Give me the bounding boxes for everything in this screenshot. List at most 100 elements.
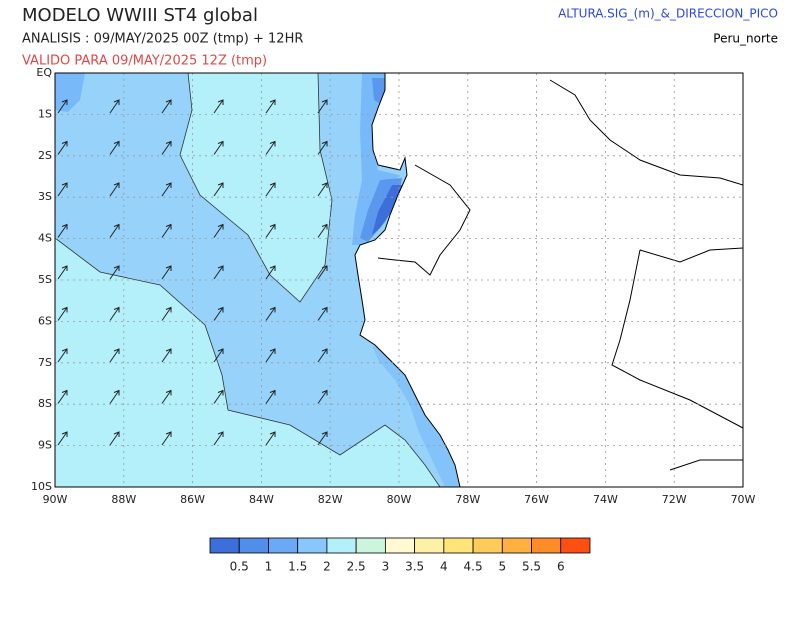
- arrow: [213, 390, 224, 404]
- arrow-head: [61, 265, 68, 271]
- arrow-head: [217, 140, 224, 147]
- arrow: [213, 224, 224, 238]
- arrow: [213, 307, 224, 321]
- colorbar-label: 0.5: [230, 560, 249, 574]
- arrow: [57, 431, 68, 446]
- lat-label: 3S: [38, 190, 52, 203]
- arrow: [317, 182, 328, 197]
- arrow-head: [321, 182, 328, 188]
- lat-label: 10S: [31, 480, 52, 493]
- arrow: [265, 431, 276, 446]
- arrow-head: [321, 348, 328, 354]
- arrow: [161, 307, 172, 321]
- colorbar-box: [209, 537, 240, 554]
- arrow: [109, 224, 120, 238]
- arrow-head: [113, 348, 120, 354]
- arrow-head: [217, 223, 224, 230]
- arrow-head: [217, 306, 224, 313]
- lon-label: 82W: [318, 493, 343, 506]
- map-frame: [54, 72, 744, 488]
- arrow: [161, 348, 172, 363]
- arrow: [57, 265, 68, 280]
- arrow-head: [61, 306, 68, 313]
- grid: [55, 73, 743, 487]
- lon-label: 70W: [731, 493, 756, 506]
- arrow: [265, 182, 276, 197]
- arrow: [213, 99, 224, 114]
- arrow-head: [217, 389, 224, 396]
- arrow: [317, 390, 328, 404]
- lon-label: 80W: [387, 493, 412, 506]
- arrow: [213, 431, 224, 446]
- arrow-head: [321, 140, 328, 147]
- arrows: [57, 99, 328, 446]
- colorbar-box: [268, 537, 299, 554]
- arrow-head: [321, 265, 328, 271]
- lat-label: 1S: [38, 107, 52, 120]
- arrow-head: [165, 431, 172, 437]
- arrow-head: [61, 223, 68, 230]
- arrow: [109, 99, 120, 114]
- colorbar-label: 5: [498, 560, 506, 574]
- arrow-head: [269, 265, 276, 271]
- arrow: [213, 265, 224, 280]
- map: [55, 73, 743, 487]
- region: Peru_norte: [713, 32, 778, 46]
- arrow: [213, 182, 224, 197]
- arrow: [161, 265, 172, 280]
- lon-label: 84W: [249, 493, 274, 506]
- arrow: [57, 141, 68, 155]
- colorbar-label: 3.5: [405, 560, 424, 574]
- arrow: [109, 141, 120, 155]
- arrow: [317, 224, 328, 238]
- arrow: [265, 141, 276, 155]
- lon-label: 78W: [455, 493, 480, 506]
- arrow: [109, 431, 120, 446]
- lat-label: EQ: [36, 66, 52, 79]
- variable: ALTURA.SIG_(m)_&_DIRECCION_PICO: [558, 7, 778, 21]
- arrow: [161, 431, 172, 446]
- arrow-head: [217, 431, 224, 437]
- arrow-head: [321, 99, 328, 105]
- arrow-head: [113, 265, 120, 271]
- arrow: [109, 265, 120, 280]
- arrow: [265, 307, 276, 321]
- arrow: [57, 182, 68, 197]
- arrow-head: [113, 182, 120, 188]
- colorbar-box: [560, 537, 591, 554]
- colorbar-box: [238, 537, 269, 554]
- arrow-head: [165, 348, 172, 354]
- arrow: [57, 224, 68, 238]
- arrow-head: [321, 389, 328, 396]
- arrow-head: [269, 389, 276, 396]
- colorbar-box: [414, 537, 445, 554]
- arrow: [57, 307, 68, 321]
- wave-zone: [179, 73, 333, 303]
- arrow-head: [321, 223, 328, 230]
- analysis: ANALISIS : 09/MAY/2025 00Z (tmp) + 12HR: [22, 32, 303, 47]
- arrow-head: [61, 389, 68, 396]
- arrow: [213, 348, 224, 363]
- arrow: [57, 99, 68, 114]
- colorbar-label: 2.5: [347, 560, 366, 574]
- arrow-head: [113, 431, 120, 437]
- arrow-head: [113, 389, 120, 396]
- lat-label: 4S: [38, 232, 52, 245]
- colorbar-label: 4: [440, 560, 448, 574]
- arrow-head: [165, 99, 172, 105]
- lat-label: 8S: [38, 397, 52, 410]
- wave-zone: [372, 345, 460, 487]
- arrow: [265, 390, 276, 404]
- colorbar-box: [443, 537, 474, 554]
- colorbar-box: [531, 537, 562, 554]
- arrow-head: [217, 99, 224, 105]
- arrow: [109, 390, 120, 404]
- arrow: [161, 99, 172, 114]
- colorbar-box: [472, 537, 503, 554]
- colorbar-label: 4.5: [464, 560, 483, 574]
- arrow: [213, 141, 224, 155]
- arrow: [317, 431, 328, 446]
- lat-label: 5S: [38, 273, 52, 286]
